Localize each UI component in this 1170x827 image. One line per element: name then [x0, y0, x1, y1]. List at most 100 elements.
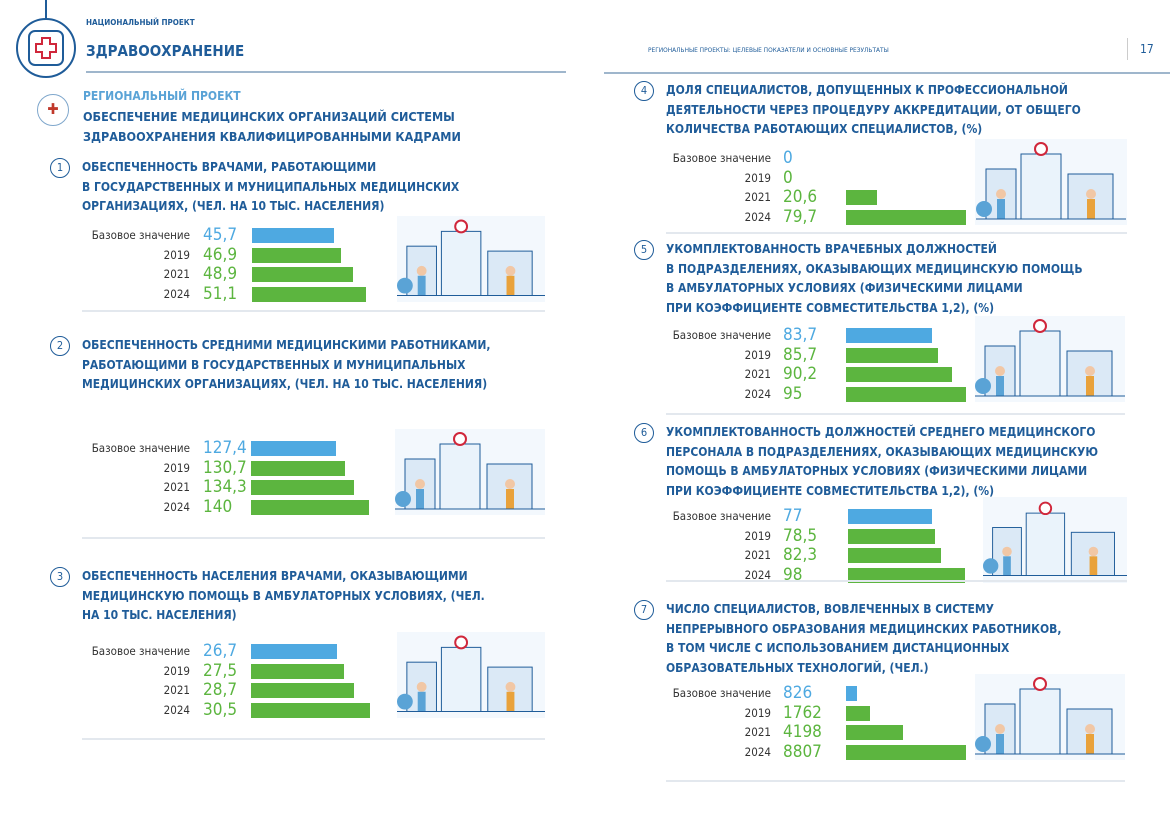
row-value: 48,9 [203, 264, 238, 284]
section-number-badge: 3 [50, 567, 70, 587]
bar-2021 [251, 683, 355, 698]
bar-2021 [846, 190, 877, 205]
row-label: 2021 [744, 367, 771, 381]
row-value: 1762 [783, 702, 822, 723]
row-value: 85,7 [783, 344, 818, 365]
row-label: 2024 [163, 499, 190, 514]
row-value: 0 [783, 148, 793, 168]
row-label: 2021 [163, 480, 190, 494]
row-value: 130,7 [203, 457, 247, 478]
section-divider [82, 738, 545, 740]
section-title-line: В ГОСУДАРСТВЕННЫХ И МУНИЦИПАЛЬНЫХ МЕДИЦИ… [82, 179, 460, 194]
row-value: 79,7 [783, 206, 818, 227]
section-number-badge: 1 [50, 158, 70, 178]
bar-base [848, 509, 933, 524]
section-title-line: ОБЕСПЕЧЕННОСТЬ СРЕДНИМИ МЕДИЦИНСКИМИ РАБ… [82, 338, 491, 352]
buildings-people-illustration [975, 677, 1125, 755]
bar-2019 [252, 247, 342, 263]
illustration-image [975, 316, 1125, 402]
section-title-line: МЕДИЦИНСКИХ ОРГАНИЗАЦИЯХ, (ЧЕЛ. НА 10 ТЫ… [82, 377, 488, 391]
row-label: Базовое значение [91, 644, 190, 658]
section-divider [666, 580, 1127, 582]
medical-cross-icon [28, 30, 64, 66]
section-number-badge: 4 [634, 81, 654, 101]
bar-2019 [251, 663, 344, 679]
row-value: 26,7 [203, 641, 238, 661]
section-title-line: ОБЕСПЕЧЕННОСТЬ ВРАЧАМИ, РАБОТАЮЩИМИ [82, 160, 377, 174]
bar-base [251, 644, 337, 659]
section-divider [82, 310, 545, 312]
logo-emblem [16, 18, 76, 78]
row-label: 2019 [163, 663, 190, 678]
bar-2024 [846, 386, 966, 402]
section-title-line: ПЕРСОНАЛА В ПОДРАЗДЕЛЕНИЯХ, ОКАЗЫВАЮЩИХ … [666, 444, 1099, 459]
logo-line [45, 0, 47, 19]
section-title-line: ОРГАНИЗАЦИЯХ, (ЧЕЛ. НА 10 ТЫС. НАСЕЛЕНИЯ… [82, 199, 385, 213]
row-value: 78,5 [783, 525, 818, 546]
row-label: Базовое значение [91, 441, 190, 455]
bar-2021 [252, 267, 353, 282]
row-label: Базовое значение [91, 228, 190, 242]
section-number-badge: 6 [634, 423, 654, 443]
section-divider [666, 413, 1125, 415]
section-number-badge: 7 [634, 600, 654, 620]
bar-2019 [848, 528, 935, 544]
illustration-image [983, 497, 1127, 583]
row-value: 134,3 [203, 477, 247, 497]
row-label: 2024 [744, 744, 771, 759]
row-value: 83,7 [783, 325, 818, 345]
bar-2021 [846, 367, 952, 382]
row-value: 27,5 [203, 660, 238, 681]
section-title-line: ПРИ КОЭФФИЦИЕНТЕ СОВМЕСТИТЕЛЬСТВА 1,2), … [666, 300, 994, 315]
row-label: 2024 [744, 209, 771, 224]
row-label: 2024 [163, 702, 190, 717]
section-title-line: ОБРАЗОВАТЕЛЬНЫХ ТЕХНОЛОГИЙ, (ЧЕЛ.) [666, 660, 929, 675]
section-title-line: НА 10 ТЫС. НАСЕЛЕНИЯ) [82, 608, 237, 622]
section-title-line: РАБОТАЮЩИМИ В ГОСУДАРСТВЕННЫХ И МУНИЦИПА… [82, 357, 466, 372]
row-label: 2019 [744, 528, 771, 543]
section-title-line: ОБЕСПЕЧЕННОСТЬ НАСЕЛЕНИЯ ВРАЧАМИ, ОКАЗЫВ… [82, 569, 468, 583]
section-title-line: КОЛИЧЕСТВА РАБОТАЮЩИХ СПЕЦИАЛИСТОВ, (%) [666, 122, 983, 136]
section-title-line: В ПОДРАЗДЕЛЕНИЯХ, ОКАЗЫВАЮЩИХ МЕДИЦИНСКУ… [666, 261, 1083, 276]
row-label: 2019 [744, 170, 771, 185]
buildings-people-illustration [976, 142, 1126, 220]
row-value: 98 [783, 564, 803, 585]
section-title-line: УКОМПЛЕКТОВАННОСТЬ ДОЛЖНОСТЕЙ СРЕДНЕГО М… [666, 425, 1096, 439]
row-value: 28,7 [203, 680, 238, 700]
bar-2024 [848, 567, 965, 583]
bar-2019 [846, 347, 939, 363]
national-project-label: НАЦИОНАЛЬНЫЙ ПРОЕКТ [86, 18, 195, 27]
buildings-people-illustration [397, 219, 545, 296]
section-divider [82, 537, 545, 539]
section-title-line: ПРИ КОЭФФИЦИЕНТЕ СОВМЕСТИТЕЛЬСТВА 1,2), … [666, 483, 994, 498]
bar-2021 [251, 480, 355, 495]
bar-2021 [846, 725, 904, 740]
row-label: 2024 [744, 567, 771, 582]
section-title-line: ЧИСЛО СПЕЦИАЛИСТОВ, ВОВЛЕЧЕННЫХ В СИСТЕМ… [666, 602, 994, 616]
bar-base [846, 686, 858, 701]
regional-project-title: ОБЕСПЕЧЕНИЕ МЕДИЦИНСКИХ ОРГАНИЗАЦИЙ СИСТ… [83, 107, 461, 147]
header-rule-left [86, 71, 566, 73]
regional-project-title-line: ЗДРАВООХРАНЕНИЯ КВАЛИФИЦИРОВАННЫМИ КАДРА… [83, 129, 461, 144]
section-number-badge: 2 [50, 336, 70, 356]
bar-2019 [846, 705, 870, 721]
illustration-image [975, 139, 1127, 225]
bar-2019 [251, 460, 345, 476]
illustration-image [397, 216, 545, 302]
row-label: Базовое значение [672, 151, 771, 165]
row-label: 2021 [744, 548, 771, 562]
national-project-name: ЗДРАВООХРАНЕНИЕ [86, 42, 245, 60]
row-label: 2024 [744, 386, 771, 401]
row-label: Базовое значение [672, 686, 771, 700]
illustration-image [397, 632, 545, 718]
row-value: 4198 [783, 722, 822, 742]
row-value: 140 [203, 496, 233, 517]
row-value: 826 [783, 683, 813, 703]
section-title-line: ДОЛЯ СПЕЦИАЛИСТОВ, ДОПУЩЕННЫХ К ПРОФЕССИ… [666, 83, 1068, 97]
row-label: 2024 [163, 286, 190, 301]
buildings-people-illustration [983, 501, 1127, 576]
row-label: 2019 [744, 705, 771, 720]
row-value: 30,5 [203, 699, 238, 720]
row-value: 127,4 [203, 438, 247, 458]
row-label: 2021 [744, 725, 771, 739]
